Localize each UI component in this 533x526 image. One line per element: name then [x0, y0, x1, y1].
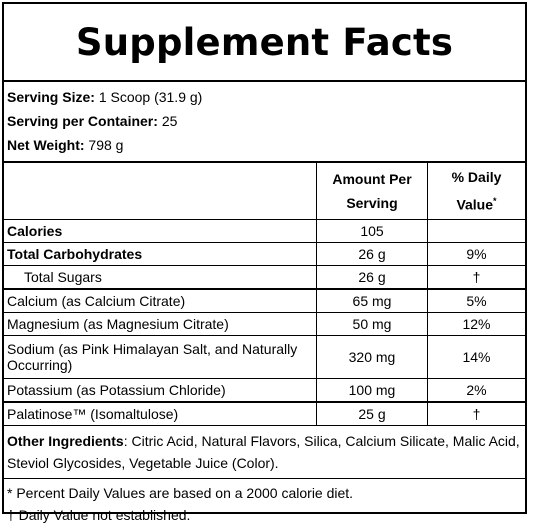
- nutrient-amount: 26 g: [316, 265, 428, 290]
- nutrient-dv: †: [427, 401, 525, 426]
- nutrient-amount: 26 g: [316, 242, 428, 266]
- nutrient-name: Calcium (as Calcium Citrate): [4, 288, 317, 313]
- table-row: Magnesium (as Magnesium Citrate) 50 mg 1…: [4, 312, 525, 336]
- panel-title: Supplement Facts: [4, 4, 525, 82]
- nutrient-name: Magnesium (as Magnesium Citrate): [4, 312, 317, 336]
- nutrient-amount: 100 mg: [316, 378, 428, 403]
- serving-size-line: Serving Size: 1 Scoop (31.9 g): [7, 85, 525, 109]
- nutrient-dv: 14%: [427, 335, 525, 379]
- serving-info: Serving Size: 1 Scoop (31.9 g) Serving p…: [4, 82, 525, 162]
- serving-size-value: 1 Scoop (31.9 g): [98, 89, 203, 105]
- table-header-row: Amount Per Serving % Daily Value*: [4, 162, 525, 220]
- header-amount-per-serving: Amount Per Serving: [316, 162, 428, 220]
- table-row: Sodium (as Pink Himalayan Salt, and Natu…: [4, 335, 525, 379]
- footnotes: * Percent Daily Values are based on a 20…: [4, 479, 525, 526]
- table-row: Total Sugars 26 g †: [4, 265, 525, 290]
- other-ingredients-label: Other Ingredients: [7, 433, 124, 449]
- nutrient-dv: 12%: [427, 312, 525, 336]
- net-weight-label: Net Weight:: [7, 137, 85, 153]
- nutrient-dv: 2%: [427, 378, 525, 403]
- table-row: Calcium (as Calcium Citrate) 65 mg 5%: [4, 288, 525, 313]
- header-daily-value-mark: *: [493, 196, 497, 207]
- servings-per-container-label: Serving per Container:: [7, 113, 158, 129]
- other-ingredients: Other Ingredients: Citric Acid, Natural …: [4, 426, 525, 479]
- net-weight-value: 798 g: [88, 137, 124, 153]
- nutrient-amount: 320 mg: [316, 335, 428, 379]
- nutrient-name: Sodium (as Pink Himalayan Salt, and Natu…: [4, 335, 317, 379]
- nutrient-name: Palatinose™ (Isomaltulose): [4, 401, 317, 426]
- nutrient-dv: 9%: [427, 242, 525, 266]
- table-row: Potassium (as Potassium Chloride) 100 mg…: [4, 378, 525, 403]
- supplement-facts-panel: Supplement Facts Serving Size: 1 Scoop (…: [2, 2, 527, 523]
- servings-per-container-value: 25: [161, 113, 178, 129]
- nutrient-amount: 65 mg: [316, 288, 428, 313]
- other-ingredients-text: : Citric Acid, Natural Flavors, Silica, …: [7, 433, 520, 471]
- nutrient-name: Calories: [4, 219, 317, 243]
- nutrient-amount: 50 mg: [316, 312, 428, 336]
- header-daily-value-text: % Daily Value: [451, 169, 502, 213]
- table-row: Palatinose™ (Isomaltulose) 25 g †: [4, 401, 525, 426]
- nutrient-name: Potassium (as Potassium Chloride): [4, 378, 317, 403]
- nutrient-amount: 105: [316, 219, 428, 243]
- table-row: Total Carbohydrates 26 g 9%: [4, 242, 525, 266]
- header-daily-value: % Daily Value*: [427, 162, 525, 220]
- nutrient-name: Total Sugars: [4, 265, 317, 290]
- header-blank-cell: [4, 162, 317, 220]
- nutrient-dv: †: [427, 265, 525, 290]
- footnote-not-established: † Daily Value not established.: [7, 507, 191, 523]
- table-row: Calories 105: [4, 219, 525, 243]
- net-weight-line: Net Weight: 798 g: [7, 133, 525, 157]
- serving-size-label: Serving Size:: [7, 89, 95, 105]
- servings-per-container-line: Serving per Container: 25: [7, 109, 525, 133]
- footnote-daily-values: * Percent Daily Values are based on a 20…: [7, 485, 354, 501]
- nutrient-amount: 25 g: [316, 401, 428, 426]
- nutrient-table: Amount Per Serving % Daily Value* Calori…: [4, 162, 525, 426]
- nutrient-name: Total Carbohydrates: [4, 242, 317, 266]
- nutrient-dv: [427, 219, 525, 243]
- nutrient-dv: 5%: [427, 288, 525, 313]
